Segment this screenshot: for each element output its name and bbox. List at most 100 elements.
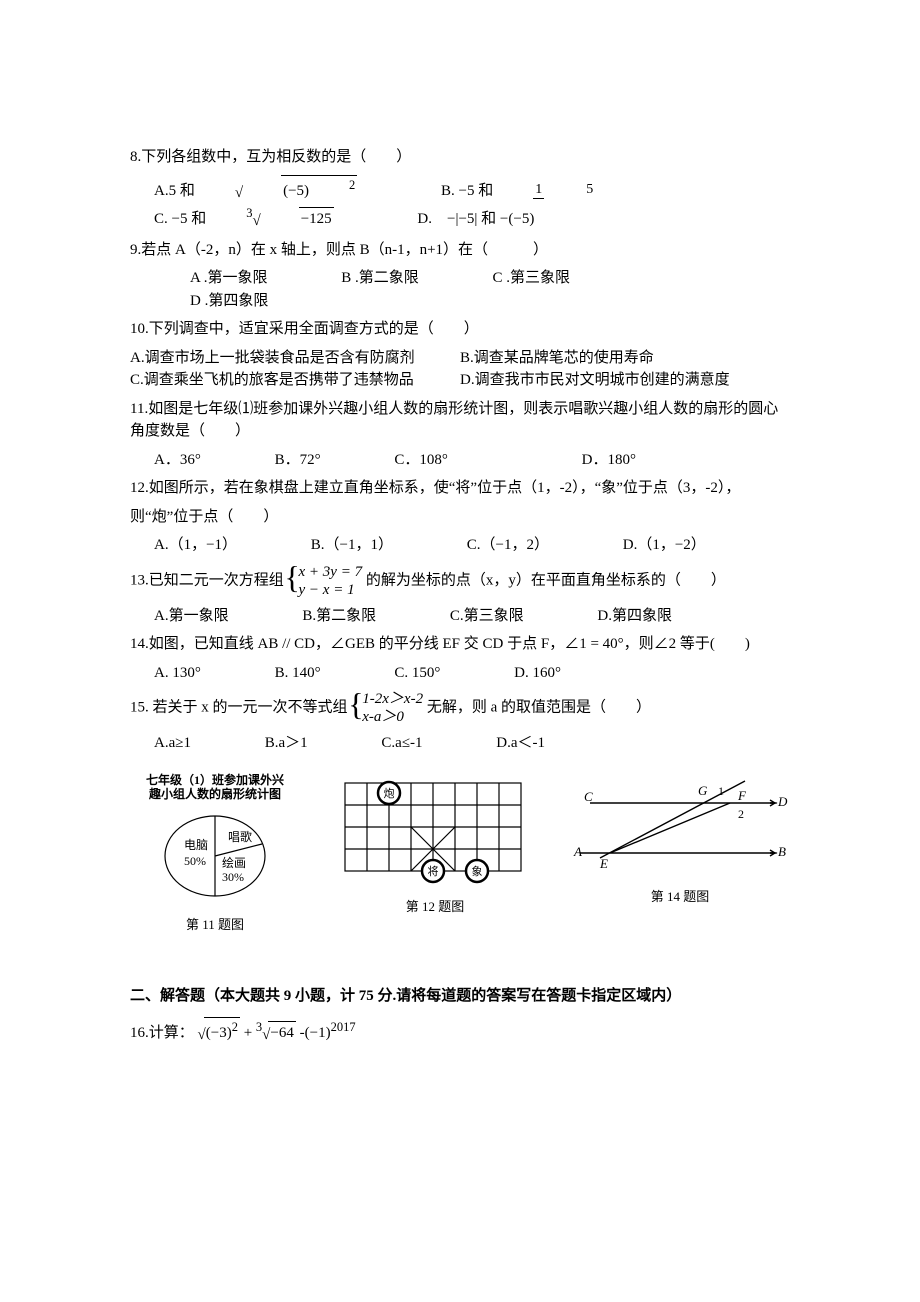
q13-pre: 13.已知二元一次方程组 — [130, 572, 284, 588]
q9-opt-a: A .第一象限 — [190, 267, 268, 290]
q13-options: A.第一象限 B.第二象限 C.第三象限 D.第四象限 — [154, 605, 790, 628]
fig14: C D A B E F G 1 2 第 14 题图 — [570, 773, 790, 907]
fig14-ang2: 2 — [738, 807, 744, 821]
q15-eq2: x-a＞0 — [362, 708, 423, 726]
q8-opt-a: A.5 和 √(−5)2 — [154, 175, 397, 205]
q10-opt-d: D.调查我市市民对文明城市创建的满意度 — [460, 372, 730, 388]
q16-tail: -(−1) — [300, 1025, 331, 1041]
fig12-piece-xiang: 象 — [472, 865, 483, 878]
q13-eq2: y − x = 1 — [299, 581, 363, 599]
fig12-board: 炮 将 象 — [335, 773, 535, 893]
q12-opt-d: D.（1，−2） — [623, 534, 706, 557]
q8-b-num: 1 — [533, 183, 544, 199]
fig11-caption: 第 11 题图 — [130, 915, 300, 935]
fig14-G: G — [698, 783, 708, 798]
fig11-val-paint: 30% — [222, 870, 244, 884]
q9-opt-d: D .第四象限 — [190, 290, 268, 313]
q13-opt-b: B.第二象限 — [302, 605, 376, 628]
q15-system: 1-2x＞x-2 x-a＞0 — [351, 690, 423, 726]
q11-opt-c: C．108° — [394, 449, 448, 472]
q11-opt-d: D．180° — [582, 449, 636, 472]
fig14-B: B — [778, 844, 786, 859]
q8-c-rad: −125 — [299, 207, 334, 231]
fig14-A: A — [573, 844, 582, 859]
fig12-piece-pao: 炮 — [384, 787, 395, 800]
fig11-lbl-computer: 电脑 — [184, 838, 208, 852]
q9-opt-c: C .第三象限 — [493, 267, 571, 290]
q8-opt-b: B. −5 和 1 5 — [441, 180, 675, 203]
q11-opt-a: A．36° — [154, 449, 201, 472]
q8-a-pre: A.5 和 — [154, 180, 195, 203]
q8-b-pre: B. −5 和 — [441, 180, 493, 203]
q13-opt-a: A.第一象限 — [154, 605, 229, 628]
fig14-D: D — [777, 794, 788, 809]
q14-opt-d: D. 160° — [514, 662, 561, 685]
q8-opt-c: C. −5 和 3√−125 — [154, 204, 374, 233]
q14-options: A. 130° B. 140° C. 150° D. 160° — [154, 662, 790, 685]
fig11-lbl-paint: 绘画 — [222, 855, 246, 870]
fig11-title: 七年级（1）班参加课外兴 趣小组人数的扇形统计图 — [130, 773, 300, 802]
fig14-F: F — [737, 788, 747, 803]
q9-stem: 9.若点 A（-2，n）在 x 轴上，则点 B（n-1，n+1）在（ ） — [130, 239, 790, 262]
fig12-piece-jiang: 将 — [428, 865, 439, 878]
q13-opt-c: C.第三象限 — [450, 605, 524, 628]
section2-head: 二、解答题（本大题共 9 小题，计 75 分.请将每道题的答案写在答题卡指定区域… — [130, 985, 790, 1008]
q15-opt-a: A.a≥1 — [154, 732, 191, 755]
q12-options: A.（1，−1） B.（−1，1） C.（−1，2） D.（1，−2） — [154, 534, 790, 557]
q13-stem: 13.已知二元一次方程组 x + 3y = 7 y − x = 1 的解为坐标的… — [130, 563, 790, 599]
q16-rad1: (−3) — [206, 1025, 232, 1041]
q9-opt-b: B .第二象限 — [341, 267, 419, 290]
fig14-C: C — [584, 789, 593, 804]
q16-tailexp: 2017 — [331, 1020, 356, 1034]
q11-opt-b: B．72° — [275, 449, 321, 472]
q16-rad1exp: 2 — [232, 1020, 238, 1034]
q13-opt-d: D.第四象限 — [597, 605, 672, 628]
fig11-title1: 七年级（1）班参加课外兴 — [130, 773, 300, 787]
q15-pre: 15. 若关于 x 的一元一次不等式组 — [130, 699, 348, 715]
q10-opt-a: A.调查市场上一批袋装食品是否含有防腐剂 — [130, 347, 460, 370]
fig14-E: E — [599, 856, 608, 871]
fig11-lbl-sing: 唱歌 — [228, 829, 252, 844]
q14-opt-b: B. 140° — [275, 662, 321, 685]
q16: 16.计算： √(−3)2 + 3√−64 -(−1)2017 — [130, 1017, 790, 1047]
q13-post: 的解为坐标的点（x，y）在平面直角坐标系的（ ） — [366, 572, 726, 588]
q11-stem: 11.如图是七年级⑴班参加课外兴趣小组人数的扇形统计图，则表示唱歌兴趣小组人数的… — [130, 398, 790, 443]
q15-opt-b: B.a＞1 — [265, 732, 308, 755]
q8-c-pre: C. −5 和 — [154, 208, 206, 231]
q15-post: 无解，则 a 的取值范围是（ ） — [427, 699, 651, 715]
q10-stem: 10.下列调查中，适宜采用全面调查方式的是（ ） — [130, 318, 790, 341]
q15-stem: 15. 若关于 x 的一元一次不等式组 1-2x＞x-2 x-a＞0 无解，则 … — [130, 690, 790, 726]
fig11-val-computer: 50% — [184, 854, 206, 868]
q15-opt-d: D.a＜-1 — [496, 732, 545, 755]
q11-options: A．36° B．72° C．108° D．180° — [154, 449, 790, 472]
q16-plus: + — [244, 1025, 256, 1041]
q12-opt-c: C.（−1，2） — [467, 534, 549, 557]
fig12-caption: 第 12 题图 — [330, 897, 540, 917]
q8-b-den: 5 — [584, 183, 595, 198]
q15-options: A.a≥1 B.a＞1 C.a≤-1 D.a＜-1 — [154, 732, 790, 755]
q12-opt-b: B.（−1，1） — [311, 534, 393, 557]
q14-opt-c: C. 150° — [394, 662, 440, 685]
figures-row: 七年级（1）班参加课外兴 趣小组人数的扇形统计图 电脑 50% 唱歌 绘画 30… — [130, 773, 790, 935]
q14-opt-a: A. 130° — [154, 662, 201, 685]
q9-options: A .第一象限 B .第二象限 C .第三象限 D .第四象限 — [190, 267, 790, 312]
q12-stem1: 12.如图所示，若在象棋盘上建立直角坐标系，使“将”位于点（1，-2），“象”位… — [130, 477, 790, 500]
q15-opt-c: C.a≤-1 — [381, 732, 422, 755]
fig14-ang1: 1 — [718, 784, 724, 798]
fig14-caption: 第 14 题图 — [570, 887, 790, 907]
q10-opt-c: C.调查乘坐飞机的旅客是否携带了违禁物品 — [130, 369, 460, 392]
q10-opt-b: B.调查某品牌笔芯的使用寿命 — [460, 350, 654, 366]
q12-opt-a: A.（1，−1） — [154, 534, 237, 557]
q14-stem: 14.如图，已知直线 AB // CD，∠GEB 的平分线 EF 交 CD 于点… — [130, 633, 790, 656]
fig11: 七年级（1）班参加课外兴 趣小组人数的扇形统计图 电脑 50% 唱歌 绘画 30… — [130, 773, 300, 935]
q16-root2rad: −64 — [268, 1021, 295, 1045]
q8-a-rad: (−5) — [283, 180, 309, 203]
q8-stem: 8.下列各组数中，互为相反数的是（ ） — [130, 146, 790, 169]
q13-eq1: x + 3y = 7 — [299, 563, 363, 581]
q13-system: x + 3y = 7 y − x = 1 — [288, 563, 363, 599]
q16-pre: 16.计算： — [130, 1025, 194, 1041]
fig14-diagram: C D A B E F G 1 2 — [570, 773, 790, 883]
q8-a-exp: 2 — [349, 178, 355, 192]
fig12: 炮 将 象 第 12 题图 — [330, 773, 540, 917]
q12-stem2: 则“炮”位于点（ ） — [130, 506, 790, 529]
